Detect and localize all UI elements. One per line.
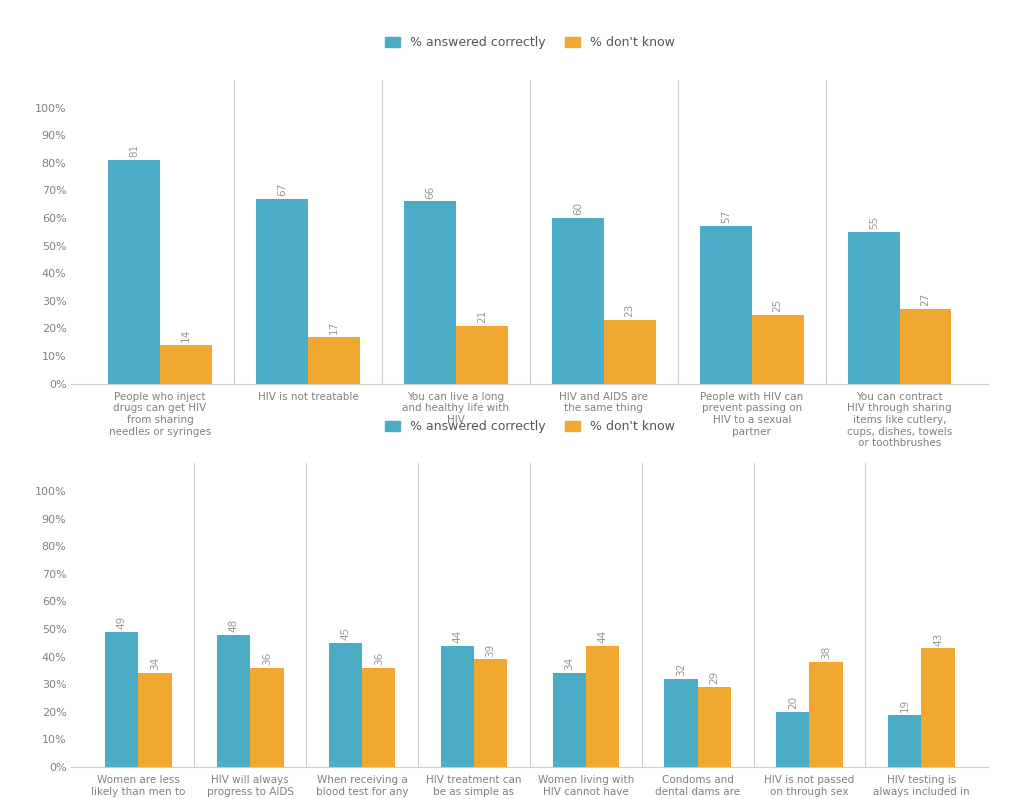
Bar <box>604 320 655 384</box>
Text: 17: 17 <box>329 320 339 334</box>
Text: 29: 29 <box>709 671 719 684</box>
Text: 21: 21 <box>477 309 487 323</box>
Text: 38: 38 <box>821 646 832 659</box>
Bar <box>888 714 921 767</box>
Text: 14: 14 <box>181 329 191 342</box>
Bar <box>552 218 604 384</box>
Text: 67: 67 <box>277 183 287 196</box>
Bar <box>752 315 804 384</box>
Legend: % answered correctly, % don't know: % answered correctly, % don't know <box>380 415 680 438</box>
Bar <box>848 232 900 384</box>
Text: 19: 19 <box>900 698 910 712</box>
Bar <box>586 646 620 767</box>
Bar <box>160 345 212 384</box>
Text: 44: 44 <box>597 630 607 643</box>
Text: 39: 39 <box>486 643 495 657</box>
Bar <box>440 646 474 767</box>
Bar <box>405 201 455 384</box>
Text: 25: 25 <box>772 299 783 312</box>
Bar <box>139 674 172 767</box>
Bar <box>105 632 139 767</box>
Text: 36: 36 <box>374 652 384 665</box>
Text: 27: 27 <box>920 293 930 306</box>
Text: 36: 36 <box>262 652 272 665</box>
Bar <box>900 309 952 384</box>
Bar <box>362 668 395 767</box>
Bar <box>664 678 698 767</box>
Bar <box>217 634 251 767</box>
Text: 34: 34 <box>565 658 574 670</box>
Text: 23: 23 <box>625 304 635 317</box>
Text: 44: 44 <box>452 630 463 643</box>
Bar <box>256 199 308 384</box>
Text: 66: 66 <box>425 185 435 199</box>
Text: 43: 43 <box>933 632 943 646</box>
Bar <box>308 336 360 384</box>
Bar <box>921 648 955 767</box>
Bar <box>474 659 507 767</box>
Bar <box>698 687 731 767</box>
Text: 34: 34 <box>150 658 160 670</box>
Text: 32: 32 <box>676 662 686 676</box>
Bar <box>108 160 160 384</box>
Bar <box>700 226 752 384</box>
Text: 60: 60 <box>573 202 583 215</box>
Text: 81: 81 <box>129 144 140 157</box>
Text: 57: 57 <box>720 210 731 224</box>
Text: 55: 55 <box>869 216 878 229</box>
Legend: % answered correctly, % don't know: % answered correctly, % don't know <box>380 31 680 54</box>
Text: 49: 49 <box>117 616 126 629</box>
Bar <box>776 712 809 767</box>
Text: 20: 20 <box>788 696 798 709</box>
Bar <box>455 325 507 384</box>
Bar <box>251 668 283 767</box>
Bar <box>329 643 362 767</box>
Bar <box>552 674 586 767</box>
Bar <box>809 662 843 767</box>
Text: 48: 48 <box>228 618 238 632</box>
Text: 45: 45 <box>340 627 351 640</box>
